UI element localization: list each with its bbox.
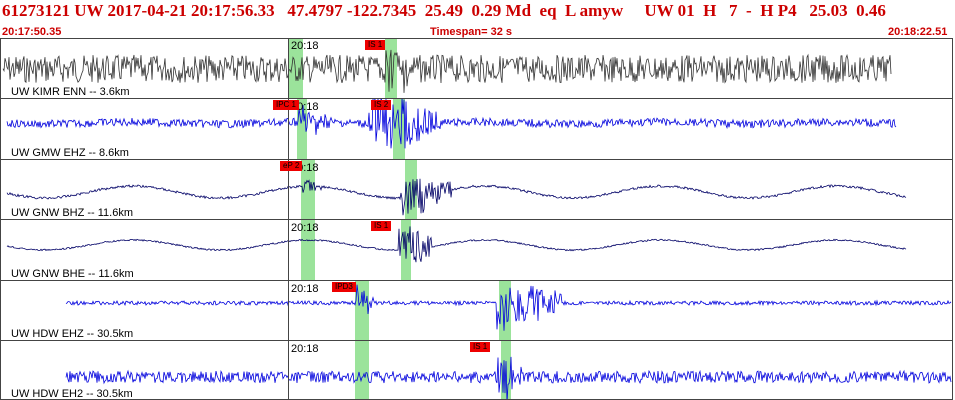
- trace-panel-hdw-ehz[interactable]: 20:18 IPD3 UW HDW EHZ -- 30.5km: [0, 280, 953, 340]
- minute-tick: [288, 39, 289, 98]
- waveform-trace: [6, 226, 907, 263]
- start-time: 20:17:50.35: [2, 26, 62, 38]
- p-pick-window: [301, 160, 315, 219]
- trace-panel-hdw-eh2[interactable]: 20:18 IS 1 UW HDW EH2 -- 30.5km: [0, 340, 953, 400]
- trace-panel-gmw-ehz[interactable]: 20:18 IPC 1 IS 2 UW GMW EHZ -- 8.6km: [0, 98, 953, 159]
- timespan-label: Timespan= 32 s: [430, 26, 513, 38]
- p-pick-window: [289, 39, 303, 98]
- end-time: 20:18:22.51: [888, 26, 948, 38]
- p-pick-window: [301, 220, 315, 280]
- seismogram-panels: 20:18 IS 1 UW KIMR ENN -- 3.6km 20:18 IP…: [0, 38, 955, 400]
- event-header: 61273121 UW 2017-04-21 20:17:56.33 47.47…: [0, 0, 955, 38]
- channel-label: UW GNW BHZ -- 11.6km: [11, 207, 134, 219]
- event-summary-line: 61273121 UW 2017-04-21 20:17:56.33 47.47…: [2, 1, 886, 20]
- waveform-trace: [6, 99, 897, 149]
- s-pick-window: [385, 39, 397, 98]
- channel-label: UW GMW EHZ -- 8.6km: [11, 147, 129, 159]
- p-pick-window: [355, 341, 369, 399]
- waveform-trace: [6, 178, 907, 216]
- trace-panel-gnw-bhe[interactable]: 20:18 IS 1 UW GNW BHE -- 11.6km: [0, 219, 953, 280]
- waveform-trace: [65, 284, 952, 331]
- pick-flag[interactable]: IS 2: [371, 100, 392, 110]
- minute-tick: [288, 281, 289, 340]
- pick-flag[interactable]: IS 1: [371, 221, 392, 231]
- waveform-trace: [65, 356, 952, 399]
- channel-label: UW HDW EH2 -- 30.5km: [11, 388, 133, 400]
- trace-panel-kimr-enn[interactable]: 20:18 IS 1 UW KIMR ENN -- 3.6km: [0, 38, 953, 98]
- minute-tick: [288, 220, 289, 280]
- pick-flag[interactable]: IS 1: [365, 40, 386, 50]
- minute-tick: [288, 99, 289, 159]
- minute-label: 20:18: [291, 283, 319, 295]
- pick-flag[interactable]: eP 2: [280, 161, 303, 171]
- minute-tick: [288, 160, 289, 219]
- minute-label: 20:18: [291, 40, 319, 52]
- channel-label: UW KIMR ENN -- 3.6km: [11, 86, 130, 98]
- minute-label: 20:18: [291, 343, 319, 355]
- p-pick-window: [297, 99, 307, 159]
- pick-flag[interactable]: IPD3: [332, 282, 356, 292]
- waveform-trace: [2, 49, 892, 93]
- pick-flag[interactable]: IS 1: [470, 342, 491, 352]
- pick-flag[interactable]: IPC 1: [273, 100, 300, 110]
- channel-label: UW HDW EHZ -- 30.5km: [11, 328, 134, 340]
- minute-tick: [288, 341, 289, 399]
- trace-panel-gnw-bhz[interactable]: 20:18 eP 2 UW GNW BHZ -- 11.6km: [0, 159, 953, 219]
- minute-label: 20:18: [291, 222, 319, 234]
- channel-label: UW GNW BHE -- 11.6km: [11, 268, 134, 280]
